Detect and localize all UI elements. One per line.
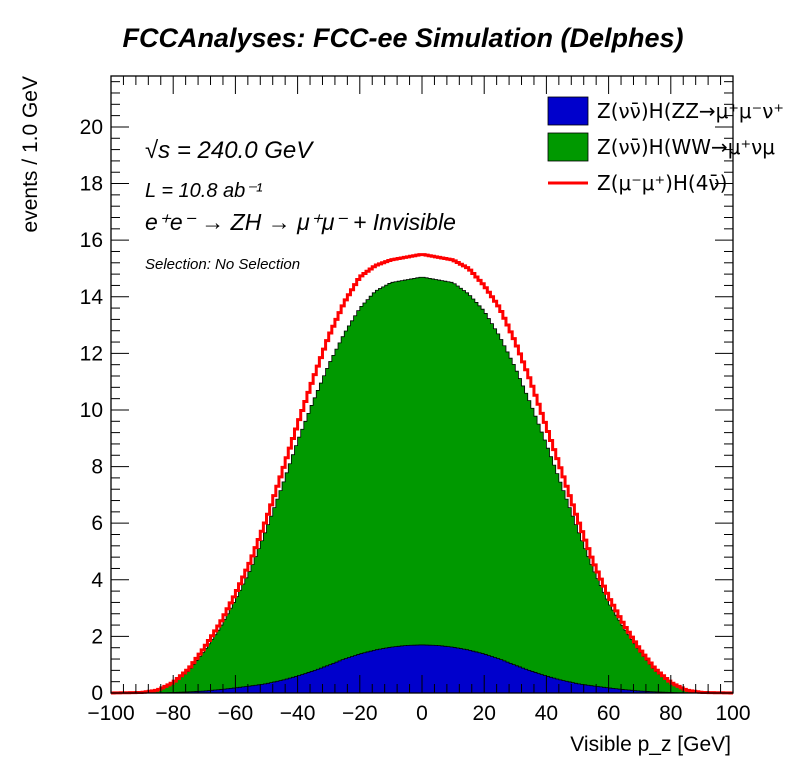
y-tick-label: 16 [80,229,103,252]
legend-label-0: Z(νν̄)H(ZZ→μ⁺μ⁻ν⁺ [597,99,784,123]
y-tick-label: 4 [91,569,103,592]
y-tick-label: 6 [91,512,103,535]
y-tick-label: 10 [80,399,103,422]
process-annotation: e⁺e⁻ → ZH → μ⁺μ⁻ + Invisible [145,209,456,235]
y-tick-label: 0 [91,682,103,705]
x-tick-label: −60 [218,702,254,725]
y-tick-label: 2 [91,625,103,648]
legend-label-1: Z(νν̄)H(WW→μ⁺νμ [597,135,775,159]
x-tick-label: 60 [597,702,620,725]
series-area-0 [111,644,733,694]
x-tick-label: 40 [535,702,558,725]
x-tick-label: 80 [659,702,682,725]
sqrt-s-annotation: √s = 240.0 GeV [145,137,314,164]
legend: Z(νν̄)H(ZZ→μ⁺μ⁻ν⁺ Z(νν̄)H(WW→μ⁺νμ Z(μ⁻μ⁺)H… [547,96,784,195]
y-tick-label: 20 [80,116,103,139]
luminosity-annotation: L = 10.8 ab⁻¹ [145,180,263,202]
series-area-1 [110,276,734,694]
x-tick-label: 100 [715,702,750,725]
x-tick-label: 0 [416,702,428,725]
x-tick-label: −100 [87,702,134,725]
series-line-2 [111,253,733,695]
data-layer [110,253,734,695]
y-axis-title: events / 1.0 GeV [19,76,42,232]
legend-swatch-1 [547,132,589,162]
y-tick-label: 14 [80,286,104,309]
x-tick-label: −40 [280,702,316,725]
y-tick-label: 18 [80,173,103,196]
x-tick-label: −20 [342,702,378,725]
selection-annotation: Selection: No Selection [145,256,300,273]
x-tick-label: 20 [473,702,496,725]
chart-title: FCCAnalyses: FCC-ee Simulation (Delphes) [122,23,683,53]
x-tick-label: −80 [155,702,191,725]
y-tick-label: 12 [80,342,103,365]
legend-swatch-0 [547,96,589,126]
axis-ticks: −100 −80 −60 −40 −20 0 20 40 60 80 100 0 2 4 6 8 10 12 14 1… [80,76,751,725]
y-tick-label: 8 [91,456,103,479]
legend-label-2: Z(μ⁻μ⁺)H(4ν̄) [597,171,727,195]
x-axis-title: Visible p_z [GeV] [570,733,731,756]
